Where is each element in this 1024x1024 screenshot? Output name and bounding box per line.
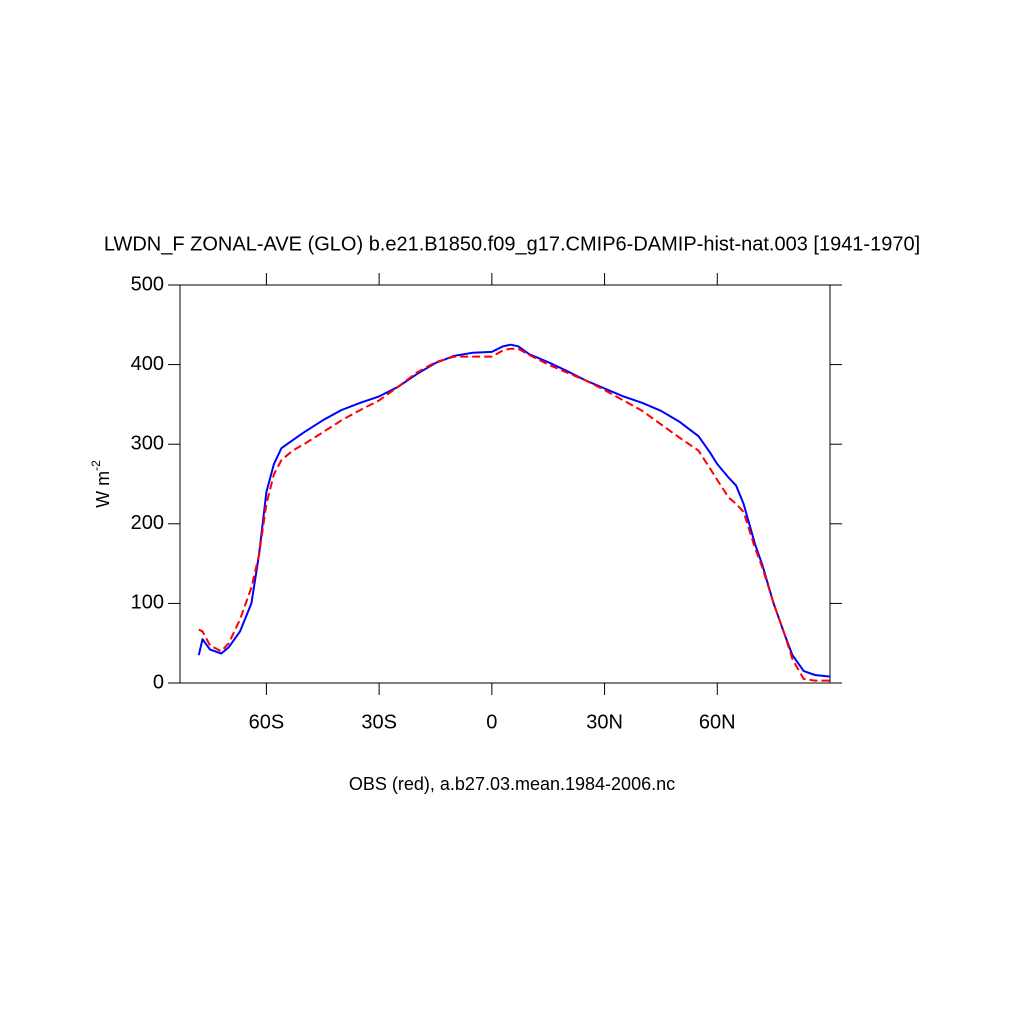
y-axis-label-exponent: -2 bbox=[89, 460, 103, 471]
y-tick-label: 200 bbox=[131, 512, 164, 534]
y-tick-label: 300 bbox=[131, 432, 164, 454]
y-axis-label: W m-2 bbox=[89, 460, 113, 508]
x-tick-label: 60N bbox=[699, 711, 736, 733]
y-tick-label: 400 bbox=[131, 353, 164, 375]
x-tick-label: 30S bbox=[361, 711, 397, 733]
plot-frame bbox=[179, 284, 831, 684]
series-line bbox=[198, 347, 830, 682]
chart-title: LWDN_F ZONAL-AVE (GLO) b.e21.B1850.f09_g… bbox=[104, 233, 920, 255]
y-axis-label-text: W m bbox=[93, 471, 113, 508]
x-tick-label: 60S bbox=[249, 711, 285, 733]
y-tick-label: 100 bbox=[131, 592, 164, 614]
x-axis-label: OBS (red), a.b27.03.mean.1984-2006.nc bbox=[349, 774, 675, 794]
series-line bbox=[197, 343, 831, 678]
x-tick-label: 30N bbox=[586, 711, 623, 733]
y-tick-label: 0 bbox=[153, 671, 164, 693]
y-tick-label: 500 bbox=[131, 273, 164, 295]
x-tick-label: 0 bbox=[486, 711, 497, 733]
